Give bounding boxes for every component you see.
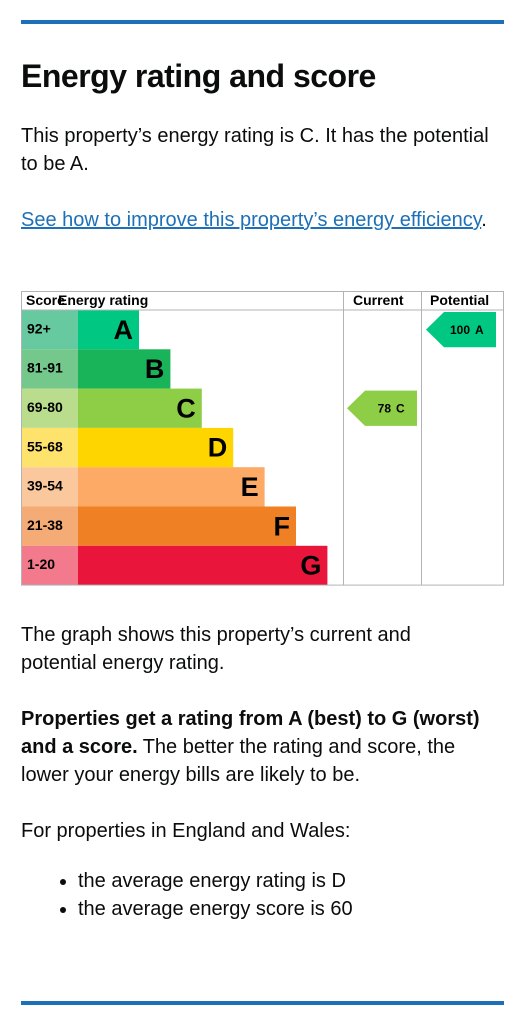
improve-link[interactable]: See how to improve this property’s energ…: [21, 209, 482, 231]
table-border: [21, 291, 504, 586]
rating-letter: F: [274, 511, 291, 541]
link-suffix: .: [481, 209, 487, 231]
graph-note: The graph shows this property’s current …: [21, 624, 411, 674]
score-range: 55-68: [27, 438, 63, 454]
score-range: 39-54: [27, 478, 63, 494]
score-cell: [21, 545, 78, 586]
summary-text: The better the rating and score, the low…: [21, 736, 456, 786]
potential-rating: A: [475, 323, 484, 337]
potential-score: 100: [450, 323, 470, 337]
rating-letter: C: [176, 393, 196, 423]
england-note: For properties in England and Wales:: [21, 820, 351, 842]
rating-letter: E: [241, 472, 259, 502]
list-item: the average energy rating is D: [78, 867, 353, 895]
score-cell: [21, 427, 78, 468]
rating-letter: B: [145, 354, 165, 384]
score-range: 81-91: [27, 360, 63, 376]
score-range: 21-38: [27, 517, 63, 533]
column-header: Energy rating: [58, 292, 148, 308]
score-cell: [21, 467, 78, 507]
column-header: Score: [26, 292, 65, 308]
score-range: 69-80: [27, 399, 63, 415]
rating-bar: [78, 427, 234, 468]
rating-bar: [78, 349, 171, 389]
current-arrow: [347, 390, 417, 426]
score-cell: [21, 388, 78, 428]
current-score: 78: [378, 401, 392, 415]
top-rule: [21, 20, 504, 24]
list-item: the average energy score is 60: [78, 895, 353, 923]
summary: Properties get a rating from A (best) to…: [21, 705, 491, 789]
score-range: 1-20: [27, 556, 55, 572]
score-range: 92+: [27, 320, 51, 336]
rating-letter: G: [300, 551, 321, 581]
score-cell: [21, 349, 78, 389]
rating-bar: [78, 545, 328, 586]
rating-bar: [78, 467, 265, 507]
column-header: Potential: [430, 292, 489, 308]
link-paragraph: See how to improve this property’s energ…: [21, 206, 491, 234]
intro: This property’s energy rating is C. It h…: [21, 125, 489, 175]
rating-bar: [78, 388, 202, 428]
rating-letter: D: [208, 433, 228, 463]
rating-bar: [78, 310, 139, 350]
average-list: the average energy rating is D the avera…: [21, 867, 353, 923]
rating-letter: A: [114, 315, 134, 345]
summary-bold: Properties get a rating from A (best) to…: [21, 708, 480, 758]
potential-arrow: [426, 312, 496, 348]
bottom-rule: [21, 1001, 504, 1005]
column-header: Current: [353, 292, 404, 308]
heading: Energy rating and score: [21, 58, 376, 94]
score-cell: [21, 506, 78, 546]
current-rating: C: [396, 401, 405, 415]
score-cell: [21, 310, 78, 350]
rating-bar: [78, 506, 296, 546]
